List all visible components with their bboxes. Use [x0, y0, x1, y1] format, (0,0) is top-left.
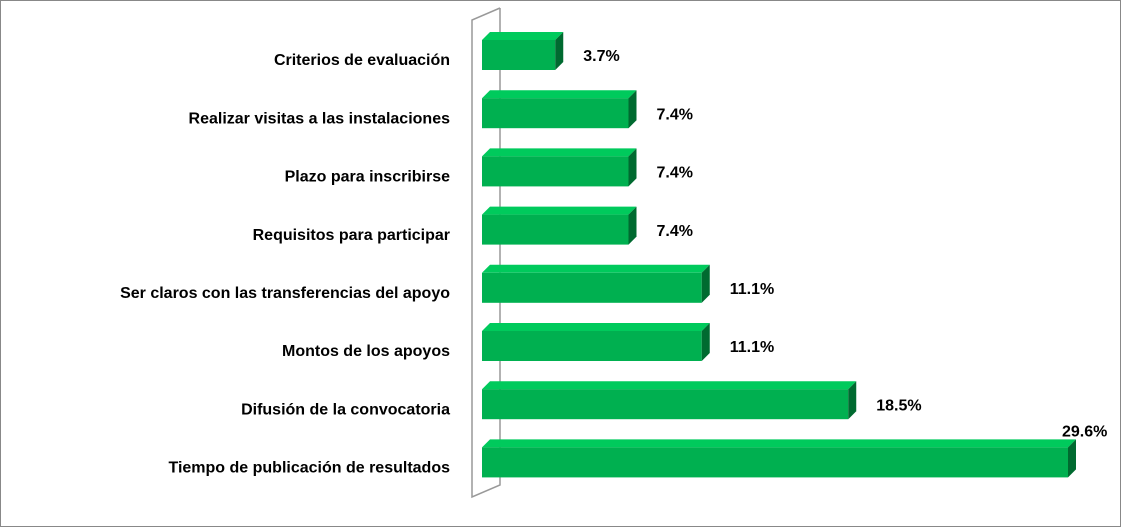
- bar-top: [482, 439, 1076, 448]
- category-label: Plazo para inscribirse: [285, 169, 451, 186]
- bar: [482, 331, 702, 361]
- category-label: Ser claros con las transferencias del ap…: [120, 285, 450, 302]
- bar-top: [482, 264, 710, 273]
- value-label: 7.4%: [657, 165, 693, 182]
- bar-side: [628, 148, 637, 187]
- bar-top: [482, 148, 637, 157]
- value-label: 3.7%: [583, 48, 619, 65]
- bar-side: [555, 32, 564, 70]
- bar: [482, 98, 629, 129]
- value-label: 7.4%: [657, 106, 693, 123]
- bar-side: [628, 90, 637, 129]
- bar-top: [482, 90, 637, 99]
- bar-top: [482, 206, 637, 215]
- category-label: Criterios de evaluación: [274, 52, 450, 69]
- bar: [482, 272, 702, 303]
- value-label: 11.1%: [730, 339, 774, 356]
- value-label: 29.6%: [1062, 424, 1107, 441]
- bar-top: [482, 32, 564, 40]
- bar-side: [701, 323, 710, 361]
- bar-side: [848, 381, 857, 420]
- category-label: Tiempo de publicación de resultados: [168, 460, 450, 477]
- bar-side: [1068, 439, 1076, 478]
- value-label: 11.1%: [730, 281, 774, 298]
- bar: [482, 156, 629, 187]
- bar-side: [628, 206, 637, 245]
- category-label: Difusión de la convocatoria: [241, 401, 450, 418]
- bar-side: [701, 264, 710, 303]
- value-label: 7.4%: [657, 223, 693, 240]
- bar: [482, 214, 629, 245]
- category-label: Realizar visitas a las instalaciones: [189, 110, 451, 127]
- bar-top: [482, 381, 857, 390]
- category-label: Requisitos para participar: [253, 227, 450, 244]
- bar: [482, 447, 1068, 478]
- bar-top: [482, 323, 710, 331]
- value-label: 18.5%: [876, 397, 921, 414]
- category-label: Montos de los apoyos: [282, 343, 450, 360]
- axis-wall: [471, 7, 501, 499]
- bar: [482, 40, 556, 70]
- bar: [482, 389, 849, 420]
